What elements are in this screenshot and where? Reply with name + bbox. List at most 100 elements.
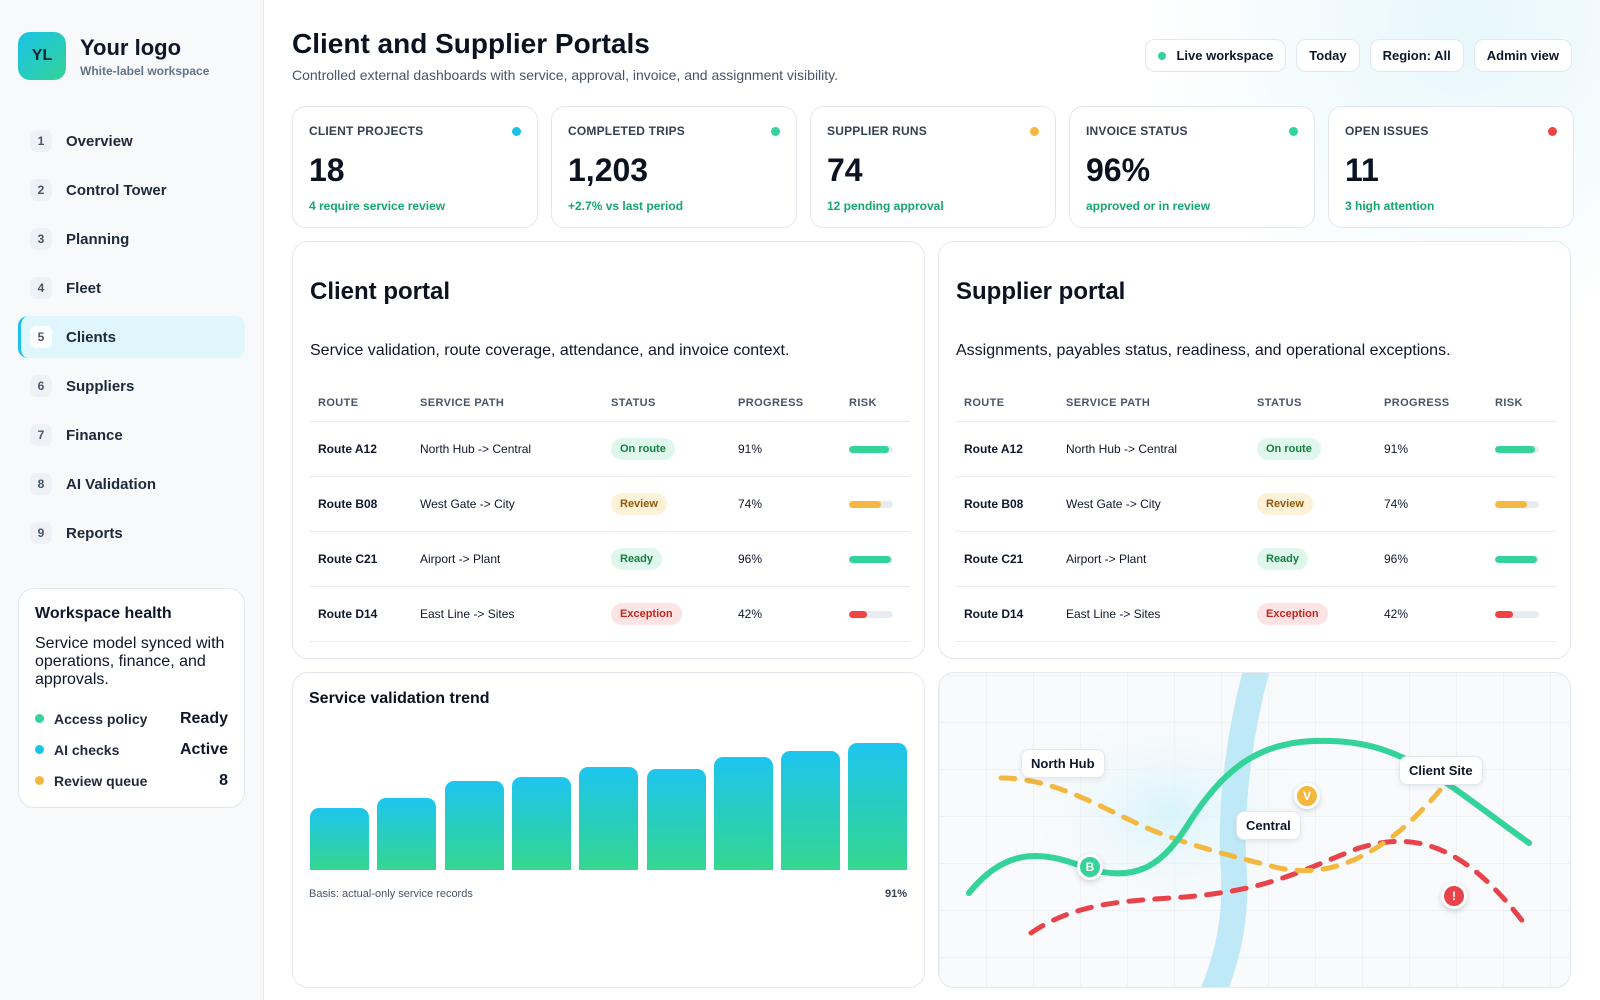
trend-bar[interactable] [377,798,437,870]
client-portal-description: Service validation, route coverage, atte… [310,342,790,359]
brand[interactable]: YL Your logo White-label workspace [18,32,209,80]
table-row[interactable]: Route A12 North Hub -> Central On route 91% [309,422,910,477]
vehicle-marker-v[interactable]: V [1294,783,1320,809]
supplier-portal-panel: Supplier portal Assignments, payables st… [938,241,1571,659]
trend-basis-note: Basis: actual-only service records [309,888,473,900]
status-dot [35,776,44,785]
kpi-note: approved or in review [1086,199,1211,213]
sidebar-item-ai-validation[interactable]: 8 AI Validation [18,463,245,505]
client-portal-title: Client portal [310,278,451,305]
brand-subtitle: White-label workspace [80,63,210,78]
table-row[interactable]: Route C21 Airport -> Plant Ready 96% [309,532,910,587]
column-header-path[interactable]: SERVICE PATH [420,396,505,409]
column-header-risk[interactable]: RISK [849,396,877,409]
route-name: Route D14 [318,607,378,621]
trend-bar[interactable] [511,777,571,870]
column-header-path[interactable]: SERVICE PATH [1066,396,1151,409]
brand-logo: YL [18,32,66,80]
kpi-label: SUPPLIER RUNS [827,124,927,138]
column-header-progress[interactable]: PROGRESS [1384,396,1450,409]
risk-bar-fill [849,500,881,508]
column-header-route[interactable]: ROUTE [318,396,359,409]
supplier-portal-table: ROUTE SERVICE PATH STATUS PROGRESS RISK Route… [955,384,1556,642]
sidebar-item-finance[interactable]: 7 Finance [18,414,245,456]
column-header-progress[interactable]: PROGRESS [738,396,804,409]
sidebar-item-control-tower[interactable]: 2 Control Tower [18,169,245,211]
column-header-risk[interactable]: RISK [1495,396,1523,409]
alert-marker[interactable]: ! [1441,883,1467,909]
region-filter-button[interactable]: Region: All [1369,39,1464,72]
column-header-status[interactable]: STATUS [611,396,656,409]
risk-bar-fill [849,610,867,618]
table-header: ROUTE SERVICE PATH STATUS PROGRESS RISK [955,384,1556,422]
trend-title: Service validation trend [309,690,490,707]
progress-value: 91% [1384,442,1409,456]
status-badge: Ready [1257,548,1309,570]
kpi-card[interactable]: CLIENT PROJECTS 18 4 require service revie… [292,106,538,228]
status-badge: On route [611,438,675,460]
status-badge: Exception [1257,603,1328,625]
route-map-panel[interactable]: North Hub Central Client Site B V ! [938,672,1571,988]
risk-bar-fill [849,555,891,563]
health-row: Review queue 8 [35,765,228,796]
nav-label: AI Validation [66,475,157,493]
trend-bar[interactable] [444,781,504,870]
nav-label: Planning [66,230,130,248]
sidebar-item-fleet[interactable]: 4 Fleet [18,267,245,309]
table-row[interactable]: Route D14 East Line -> Sites Exception 42% [955,587,1556,642]
trend-bar[interactable] [646,769,706,870]
sidebar-item-reports[interactable]: 9 Reports [18,512,245,554]
column-header-status[interactable]: STATUS [1257,396,1302,409]
vehicle-marker-b[interactable]: B [1077,854,1103,880]
risk-bar-fill [849,445,889,453]
kpi-card[interactable]: OPEN ISSUES 11 3 high attention [1328,106,1574,228]
kpi-note: +2.7% vs last period [568,199,684,213]
map-label-client-site[interactable]: Client Site [1399,756,1483,785]
sidebar-item-clients[interactable]: 5 Clients [18,316,245,358]
live-workspace-pill[interactable]: Live workspace [1145,39,1287,72]
status-badge: Review [1257,493,1313,515]
map-label-north-hub[interactable]: North Hub [1021,749,1105,778]
nav-number: 2 [30,179,52,201]
trend-bar[interactable] [310,808,369,870]
kpi-value: 18 [309,152,345,188]
kpi-card[interactable]: COMPLETED TRIPS 1,203 +2.7% vs last period [551,106,797,228]
table-row[interactable]: Route B08 West Gate -> City Review 74% [309,477,910,532]
status-dot [35,745,44,754]
kpi-card[interactable]: SUPPLIER RUNS 74 12 pending approval [810,106,1056,228]
sidebar-item-overview[interactable]: 1 Overview [18,120,245,162]
sidebar-item-planning[interactable]: 3 Planning [18,218,245,260]
table-row[interactable]: Route B08 West Gate -> City Review 74% [955,477,1556,532]
map-label-central[interactable]: Central [1236,811,1301,840]
table-row[interactable]: Route C21 Airport -> Plant Ready 96% [955,532,1556,587]
client-portal-panel: Client portal Service validation, route … [292,241,925,659]
progress-value: 42% [1384,607,1409,621]
admin-view-button[interactable]: Admin view [1473,39,1572,72]
kpi-label: INVOICE STATUS [1086,124,1188,138]
table-row[interactable]: Route A12 North Hub -> Central On route 91% [955,422,1556,477]
kpi-value: 11 [1345,152,1379,188]
client-portal-table: ROUTE SERVICE PATH STATUS PROGRESS RISK Route… [309,384,910,642]
route-name: Route B08 [964,497,1024,511]
date-filter-button[interactable]: Today [1296,39,1360,72]
health-label: Review queue [54,772,148,789]
trend-bar[interactable] [781,751,841,870]
table-row[interactable]: Route D14 East Line -> Sites Exception 42% [309,587,910,642]
service-path: East Line -> Sites [420,607,515,621]
nav-label: Suppliers [66,377,135,395]
progress-value: 96% [738,552,763,566]
trend-bar[interactable] [579,767,639,870]
kpi-card[interactable]: INVOICE STATUS 96% approved or in review [1069,106,1315,228]
column-header-route[interactable]: ROUTE [964,396,1005,409]
red-route [1028,838,1527,936]
route-name: Route B08 [318,497,378,511]
nav-number: 5 [30,326,52,348]
sidebar-item-suppliers[interactable]: 6 Suppliers [18,365,245,407]
supplier-portal-description: Assignments, payables status, readiness,… [956,342,1451,359]
progress-value: 74% [738,497,763,511]
trend-bar[interactable] [713,757,773,870]
trend-bar[interactable] [848,743,908,870]
service-path: West Gate -> City [420,497,515,511]
route-name: Route D14 [964,607,1024,621]
live-status-dot [1158,51,1167,60]
